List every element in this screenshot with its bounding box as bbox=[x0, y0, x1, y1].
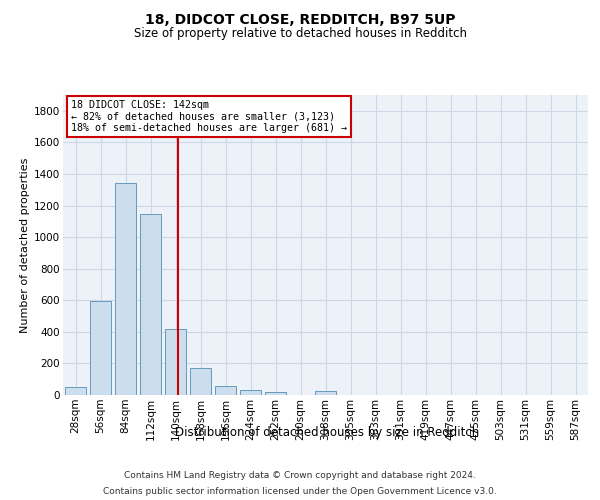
Bar bbox=[215, 386, 236, 395]
Bar bbox=[240, 390, 261, 395]
Bar bbox=[190, 368, 211, 395]
Bar bbox=[140, 214, 161, 395]
Bar bbox=[115, 182, 136, 395]
Text: 18 DIDCOT CLOSE: 142sqm
← 82% of detached houses are smaller (3,123)
18% of semi: 18 DIDCOT CLOSE: 142sqm ← 82% of detache… bbox=[71, 100, 347, 132]
Bar bbox=[65, 387, 86, 395]
Bar bbox=[265, 392, 286, 395]
Text: 18, DIDCOT CLOSE, REDDITCH, B97 5UP: 18, DIDCOT CLOSE, REDDITCH, B97 5UP bbox=[145, 12, 455, 26]
Text: Size of property relative to detached houses in Redditch: Size of property relative to detached ho… bbox=[133, 28, 467, 40]
Bar bbox=[315, 390, 336, 395]
Bar bbox=[165, 328, 186, 395]
Bar bbox=[90, 301, 111, 395]
Text: Contains public sector information licensed under the Open Government Licence v3: Contains public sector information licen… bbox=[103, 486, 497, 496]
Text: Contains HM Land Registry data © Crown copyright and database right 2024.: Contains HM Land Registry data © Crown c… bbox=[124, 472, 476, 480]
Text: Distribution of detached houses by size in Redditch: Distribution of detached houses by size … bbox=[175, 426, 479, 439]
Y-axis label: Number of detached properties: Number of detached properties bbox=[20, 158, 30, 332]
